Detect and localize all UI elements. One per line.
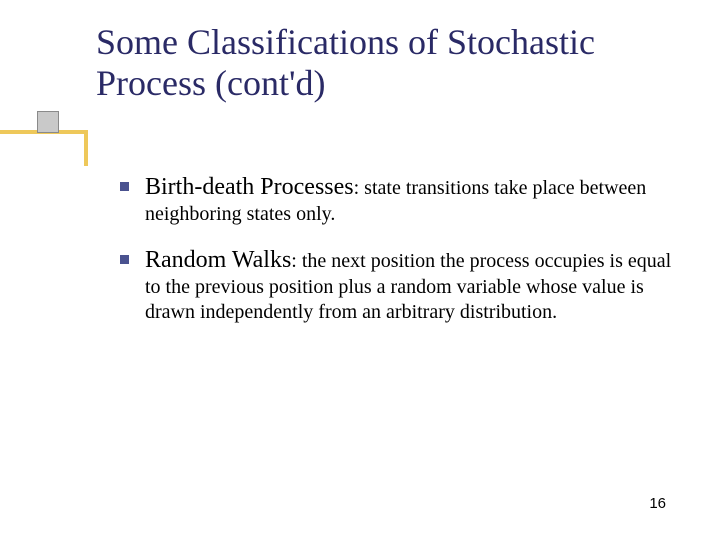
item-lead: Random Walks (145, 247, 291, 273)
list-item: Random Walks: the next position the proc… (120, 245, 676, 325)
slide-title: Some Classifications of Stochastic Proce… (96, 22, 676, 105)
page-number: 16 (649, 495, 666, 512)
square-bullet-icon (120, 182, 129, 191)
item-lead: Birth-death Processes (145, 174, 354, 200)
list-item-text: Random Walks: the next position the proc… (145, 245, 676, 325)
accent-vertical-line (84, 134, 88, 166)
accent-square (38, 112, 58, 132)
square-bullet-icon (120, 255, 129, 264)
list-item-text: Birth-death Processes: state transitions… (145, 172, 676, 227)
title-line-1: Some Classifications of Stochastic (96, 22, 595, 62)
title-line-2: Process (cont'd) (96, 63, 325, 103)
content-area: Birth-death Processes: state transitions… (120, 172, 676, 343)
list-item: Birth-death Processes: state transitions… (120, 172, 676, 227)
